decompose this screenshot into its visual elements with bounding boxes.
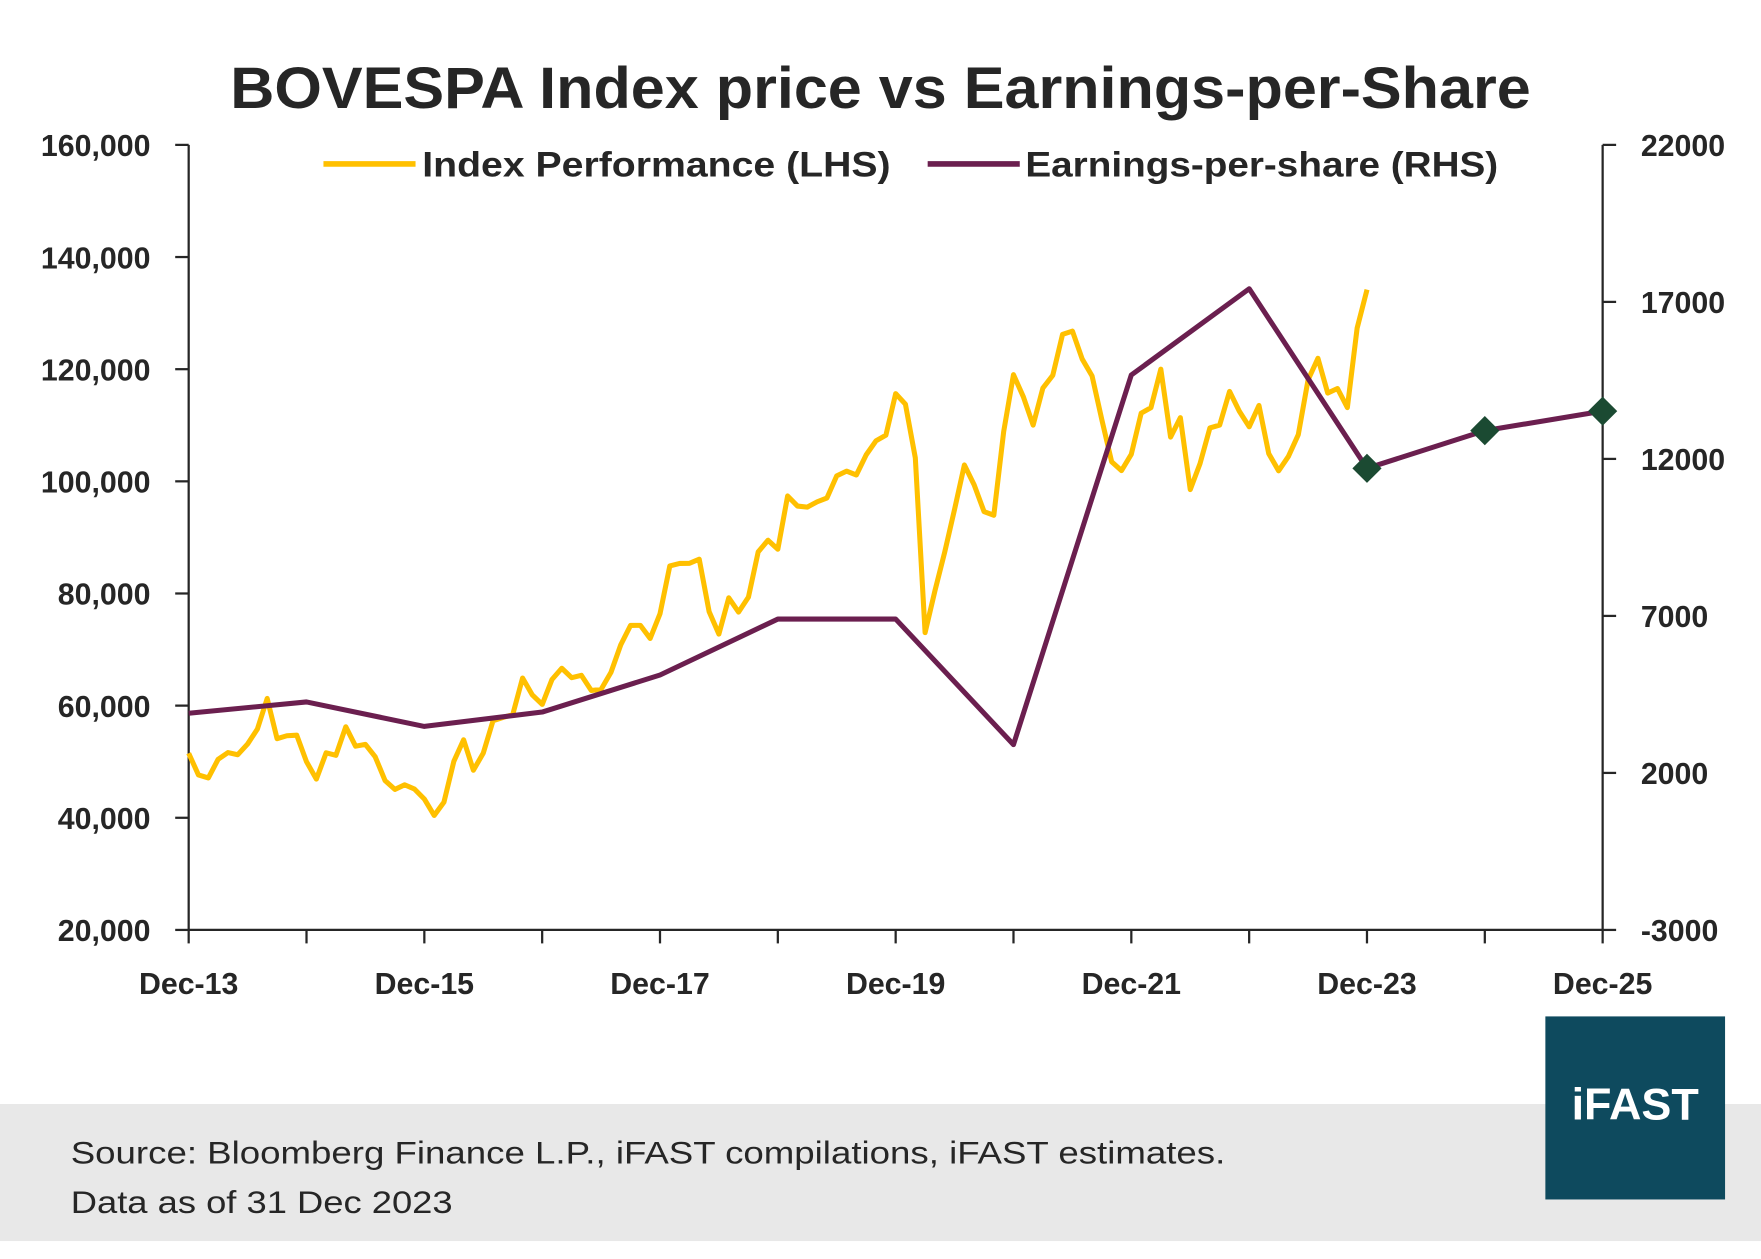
footer-band <box>0 1104 1761 1242</box>
source-note: Source: Bloomberg Finance L.P., iFAST co… <box>71 1136 1226 1171</box>
index-performance-line <box>186 289 1370 819</box>
ifast-logo-text: iFAST <box>1572 1079 1699 1130</box>
x-axis-tick-label: Dec-25 <box>1553 968 1653 1001</box>
axes: 20,000 40,000 60,000 80,000 100,000 120,000 14… <box>41 130 1725 1001</box>
legend-label-eps: Earnings-per-share (RHS) <box>1025 145 1498 184</box>
left-axis-tick-label: 60,000 <box>58 691 151 724</box>
left-axis-tick-label: 40,000 <box>58 803 151 836</box>
right-axis-tick-label: -3000 <box>1641 915 1719 948</box>
x-axis-tick-label: Dec-23 <box>1317 968 1416 1001</box>
left-axis-tick-label: 100,000 <box>41 467 151 500</box>
legend-label-index: Index Performance (LHS) <box>422 145 890 184</box>
x-axis-tick-label: Dec-17 <box>610 968 709 1001</box>
x-axis-tick-label: Dec-19 <box>846 968 945 1001</box>
chart-title: BOVESPA Index price vs Earnings-per-Shar… <box>230 56 1531 121</box>
right-axis-tick-label: 7000 <box>1641 601 1708 634</box>
left-axis-tick-label: 80,000 <box>58 579 151 612</box>
left-axis-tick-label: 140,000 <box>41 242 151 275</box>
x-axis-tick-label: Dec-13 <box>139 968 238 1001</box>
ifast-logo <box>1545 1016 1726 1200</box>
data-date-note: Data as of 31 Dec 2023 <box>71 1185 453 1220</box>
eps-estimate-marker <box>1588 396 1618 426</box>
right-axis-tick-label: 22000 <box>1641 130 1725 163</box>
left-axis-tick-label: 120,000 <box>41 354 151 387</box>
right-axis-tick-label: 2000 <box>1641 758 1708 791</box>
left-axis-tick-label: 20,000 <box>58 915 151 948</box>
left-axis-tick-label: 160,000 <box>41 130 151 163</box>
x-axis-tick-label: Dec-21 <box>1082 968 1182 1001</box>
x-axis-tick-label: Dec-15 <box>375 968 475 1001</box>
right-axis-tick-label: 17000 <box>1641 287 1725 320</box>
right-axis-tick-label: 12000 <box>1641 444 1725 477</box>
